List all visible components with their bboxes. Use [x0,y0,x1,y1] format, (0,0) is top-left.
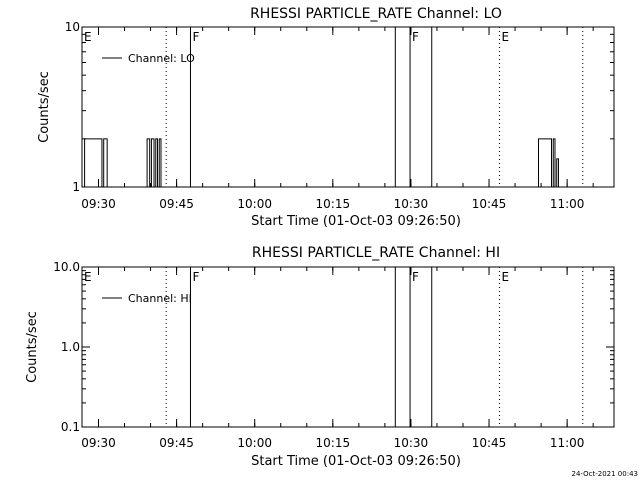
footer-timestamp: 24-Oct-2021 00:43 [572,470,638,478]
event-marker-label: E [501,270,509,284]
event-marker-label: E [501,30,509,44]
y-axis-label: Counts/sec [25,311,40,383]
event-marker-label: E [84,270,92,284]
x-tick-label: 10:00 [237,436,272,450]
y-tick-label: 10.0 [53,260,80,274]
x-tick-label: 09:45 [159,436,194,450]
x-tick-label: 10:30 [394,197,429,211]
y-tick-label: 0.1 [61,420,80,434]
chart-title: RHESSI PARTICLE_RATE Channel: HI [252,245,500,261]
y-axis-label: Counts/sec [37,71,52,143]
x-tick-label: 10:15 [316,197,351,211]
event-marker-label: F [412,30,419,44]
x-tick-label: 09:45 [159,197,194,211]
x-tick-label: 11:00 [550,197,585,211]
x-tick-label: 10:30 [394,436,429,450]
x-tick-label: 11:00 [550,436,585,450]
x-tick-label: 10:15 [316,436,351,450]
plot-frame [81,266,615,428]
x-tick-label: 09:30 [81,436,116,450]
plot-frame [81,26,615,188]
chart-panel-2: RHESSI PARTICLE_RATE Channel: HI 09:30 09:… [25,245,615,469]
event-marker-label: F [412,270,419,284]
event-marker-label: F [192,30,199,44]
legend-label: Channel: HI [128,292,192,305]
chart-panel-1: RHESSI PARTICLE_RATE Channel: LO 09:30 09:… [37,6,615,229]
x-tick-label: 10:00 [237,197,272,211]
series-line [82,138,559,188]
x-tick-label: 09:30 [81,197,116,211]
y-tick-label: 1.0 [61,340,80,354]
y-tick-label: 10 [65,20,80,34]
chart-title: RHESSI PARTICLE_RATE Channel: LO [250,6,502,22]
y-tick-label: 1 [72,180,80,194]
event-marker-label: F [192,270,199,284]
legend-label: Channel: LO [128,52,195,65]
x-axis-label: Start Time (01-Oct-03 09:26:50) [251,214,461,229]
x-tick-label: 10:45 [472,436,507,450]
x-axis-label: Start Time (01-Oct-03 09:26:50) [251,454,461,469]
x-tick-label: 10:45 [472,197,507,211]
event-marker-label: E [84,30,92,44]
